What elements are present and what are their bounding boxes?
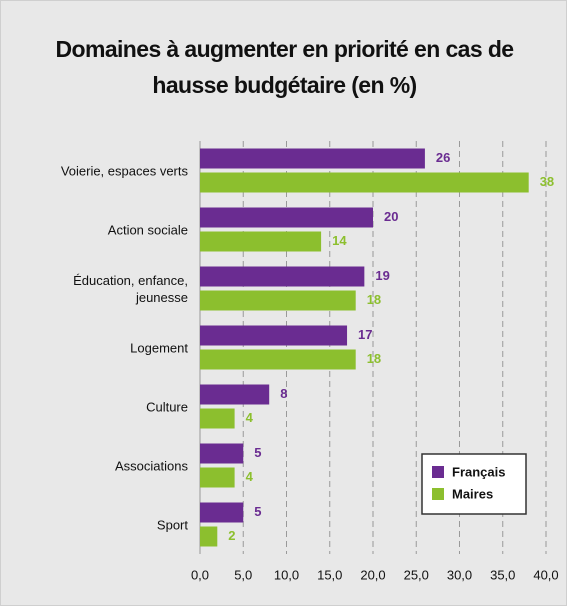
value-label: 5 [254,504,261,519]
value-label: 38 [540,174,554,189]
legend-box [421,453,527,515]
category-label: Culture [146,399,188,414]
category-label: Sport [156,517,188,532]
x-tick-label: 25,0 [404,567,429,582]
value-label: 4 [246,410,254,425]
x-tick-label: 15,0 [317,567,342,582]
x-tick-label: 30,0 [447,567,472,582]
value-label: 19 [375,268,389,283]
x-tick-label: 35,0 [490,567,515,582]
value-label: 26 [436,150,450,165]
value-label: 20 [384,209,398,224]
value-label: 17 [358,327,372,342]
legend-swatch [432,466,444,478]
category-label: Associations [115,458,188,473]
x-tick-label: 0,0 [191,567,209,582]
bar [200,207,373,228]
bar [200,148,425,169]
value-label: 2 [228,528,235,543]
bar [200,467,235,488]
x-tick-label: 40,0 [533,567,558,582]
bar [200,384,270,405]
legend-label: Maires [452,486,493,501]
bar [200,443,244,464]
value-label: 18 [367,292,381,307]
category-label: Action sociale [107,222,188,237]
x-tick-label: 10,0 [274,567,299,582]
category-label: Voierie, espaces verts [60,163,188,178]
value-label: 4 [246,469,254,484]
bar [200,325,348,346]
x-tick-label: 20,0 [360,567,385,582]
value-label: 14 [332,233,347,248]
bar [200,290,356,311]
value-label: 5 [254,445,261,460]
bar [200,408,235,429]
legend-label: Français [452,464,505,479]
category-label: Éducation, enfance, jeunesse [73,272,188,305]
category-label: Logement [130,340,188,355]
bar [200,349,356,370]
bar [200,172,529,193]
legend-swatch [432,488,444,500]
value-label: 8 [280,386,287,401]
value-label: 18 [367,351,381,366]
bar [200,231,322,252]
bar [200,526,218,547]
bar [200,502,244,523]
bar [200,266,365,287]
chart-title: Domaines à augmenter en priorité en cas … [55,36,515,98]
x-tick-label: 5,0 [234,567,252,582]
